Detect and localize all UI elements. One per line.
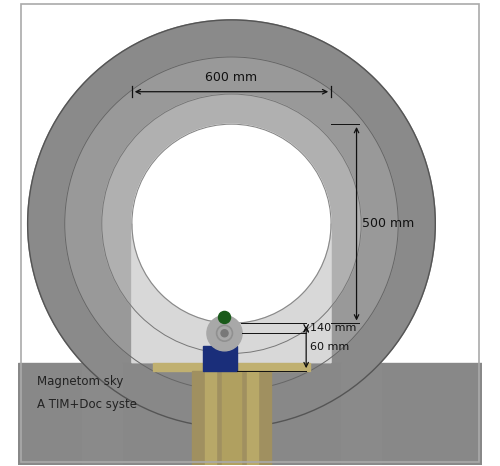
Circle shape: [221, 330, 228, 337]
Text: 60 mm: 60 mm: [310, 342, 349, 352]
Text: Magnetom sky: Magnetom sky: [37, 375, 124, 388]
Text: 600 mm: 600 mm: [206, 71, 258, 84]
Text: 140 mm: 140 mm: [310, 323, 356, 333]
Bar: [222, 371, 240, 465]
Bar: [192, 371, 271, 465]
Polygon shape: [28, 20, 436, 465]
Bar: [205, 371, 216, 465]
Bar: [18, 1, 481, 363]
Bar: [246, 371, 258, 465]
Bar: [122, 363, 341, 465]
Circle shape: [132, 124, 331, 323]
Text: 500 mm: 500 mm: [362, 217, 414, 230]
Polygon shape: [102, 94, 361, 465]
Polygon shape: [132, 224, 331, 363]
Bar: [341, 363, 380, 465]
Bar: [152, 363, 310, 371]
Circle shape: [207, 315, 242, 351]
Circle shape: [218, 311, 230, 323]
Polygon shape: [64, 57, 398, 465]
Bar: [82, 363, 122, 465]
Bar: [18, 363, 481, 465]
Text: A TIM+Doc syste: A TIM+Doc syste: [37, 398, 137, 411]
Bar: [202, 346, 237, 371]
